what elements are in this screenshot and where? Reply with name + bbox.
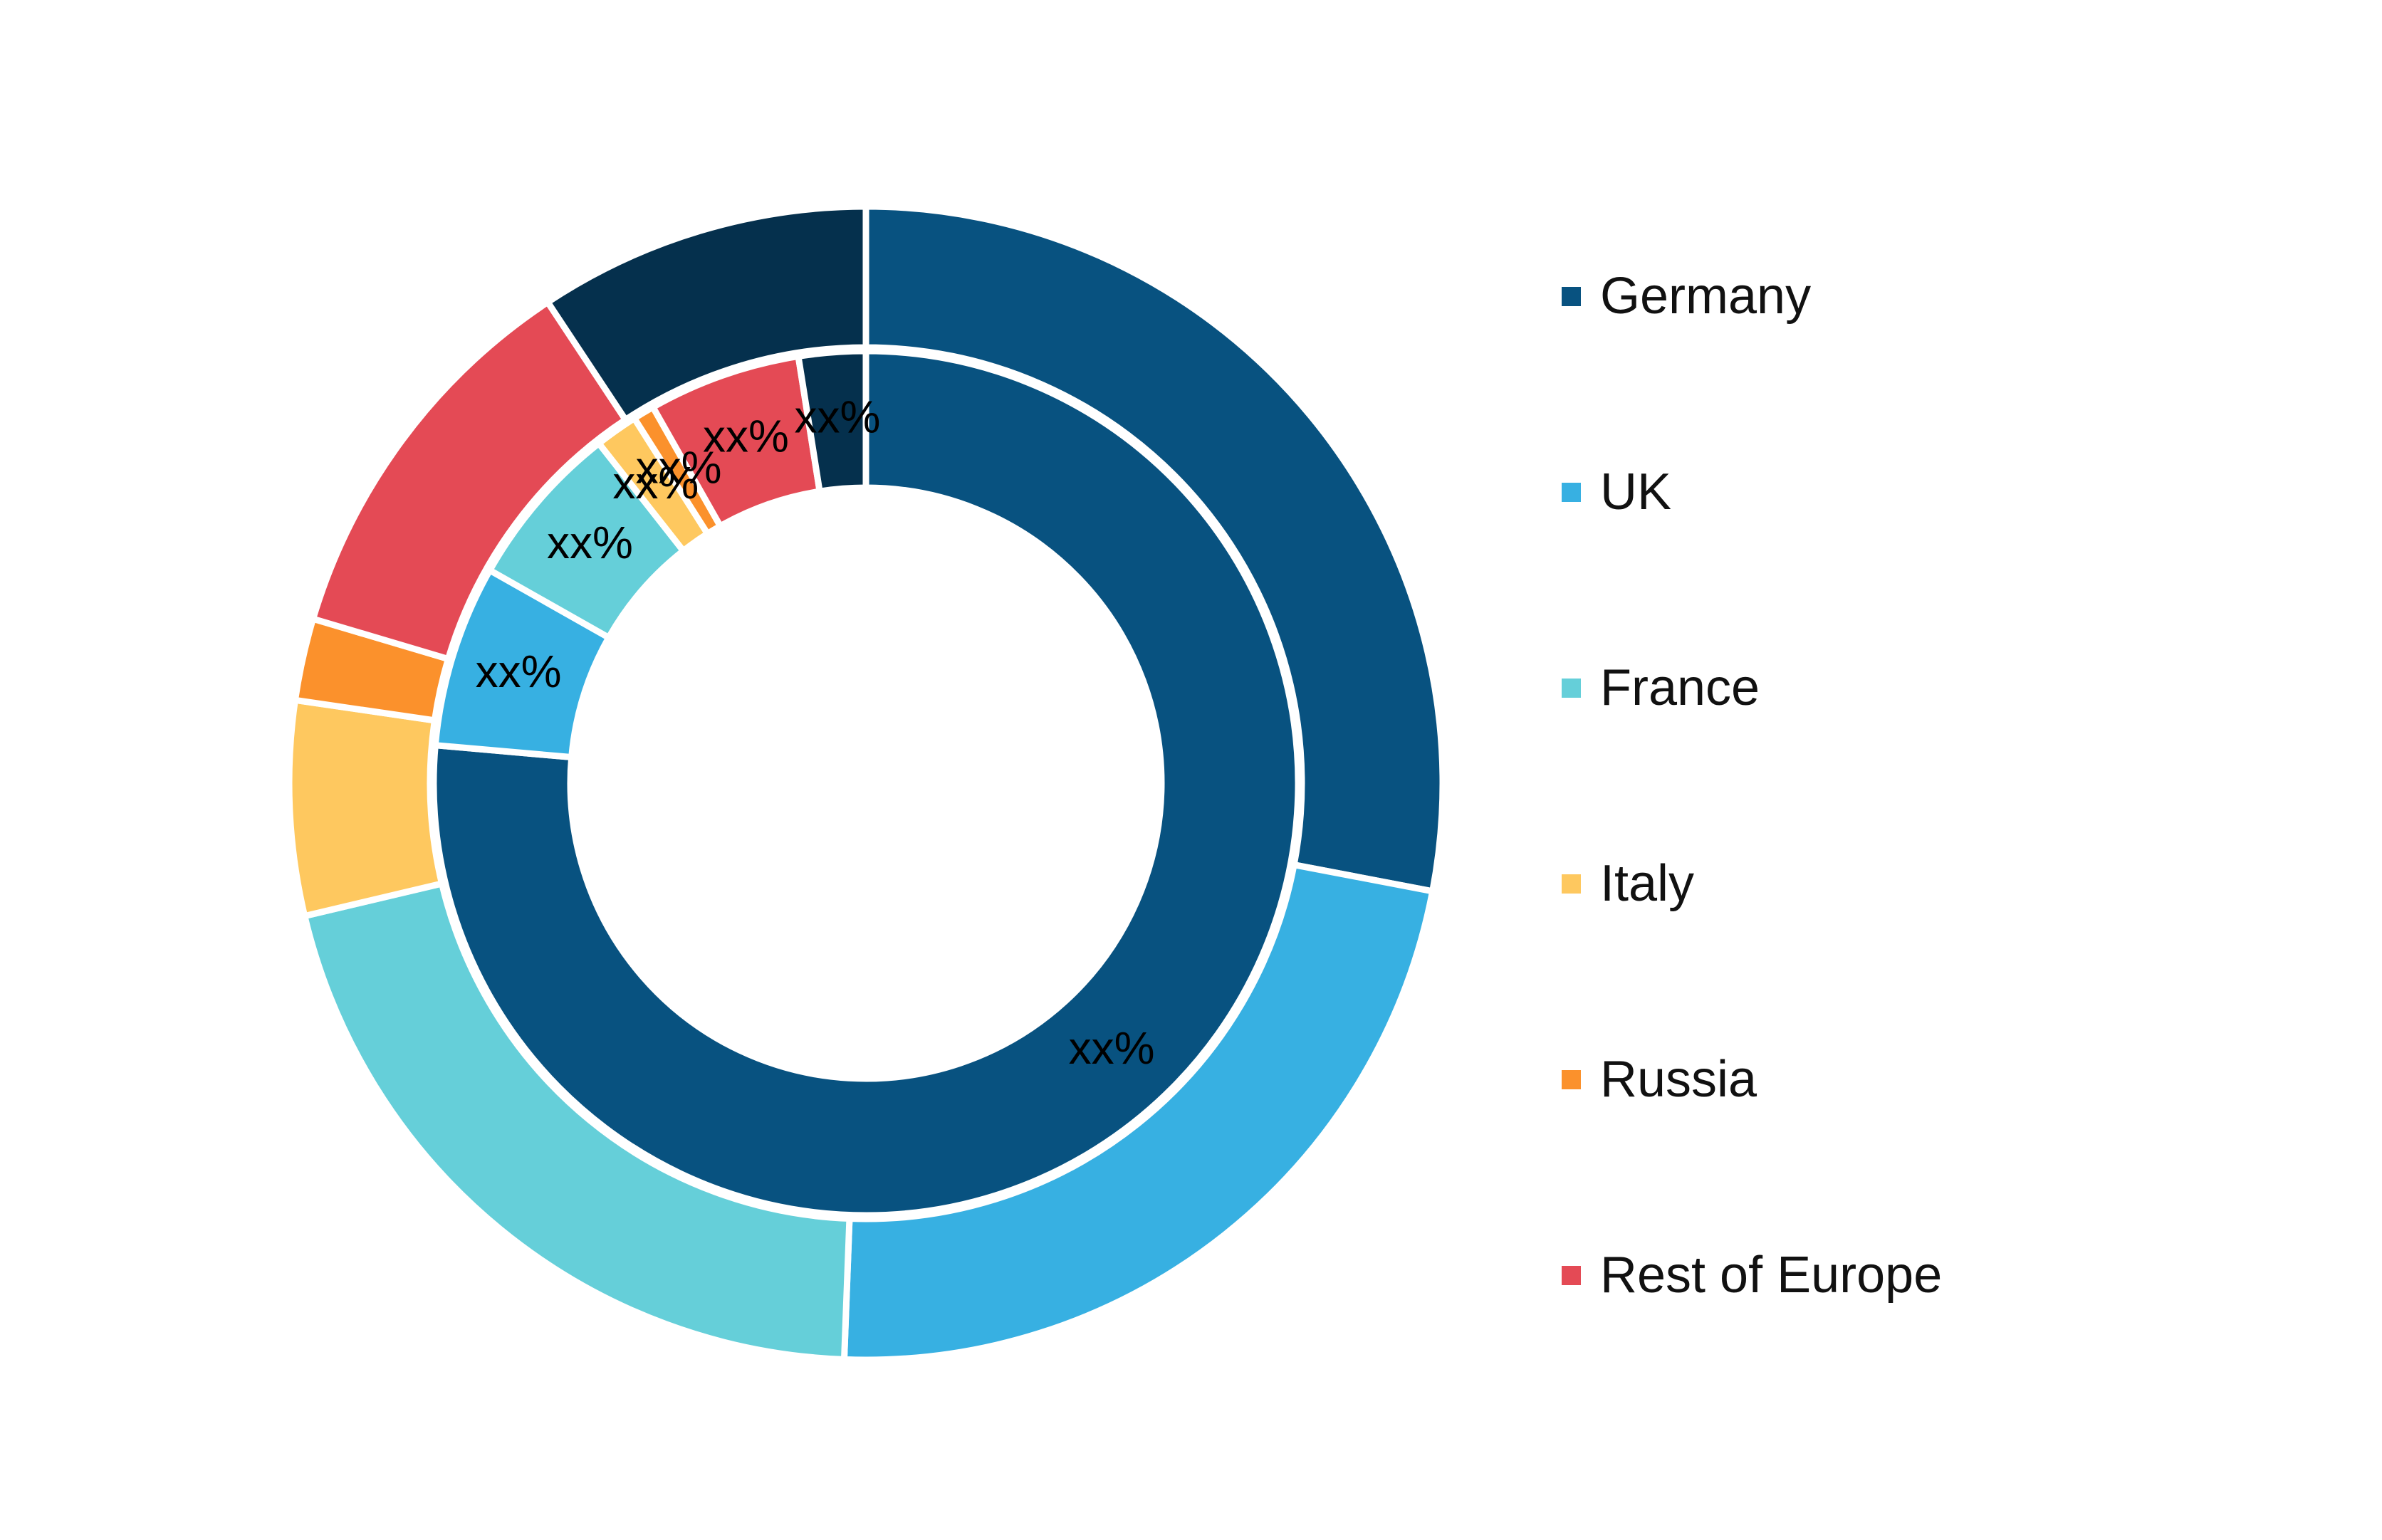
segment-labels: xx%xx%xx%xx%xx%xx% xx% [476,391,1155,1073]
inner-ring [430,347,1302,1219]
legend-item: Italy [1562,858,1694,909]
outer-segment-4 [286,696,446,921]
legend-label: Rest of Europe [1600,1247,1943,1304]
legend-label: UK [1600,463,1672,520]
segment-label-7: xx% [794,391,880,442]
legend-item: Rest of Europe [1562,1250,1942,1301]
legend-label: France [1600,659,1760,716]
legend-item: UK [1562,466,1671,518]
legend-label: Germany [1600,268,1812,325]
segment-label-4: xx% [612,457,699,508]
segment-label-1: xx% [1069,1022,1155,1074]
segment-label-3: xx% [547,517,633,568]
legend-label: Russia [1600,1051,1757,1108]
outer-ring [286,203,1446,1363]
inner-segment-1 [430,347,1302,1219]
legend-label: Italy [1600,855,1695,912]
legend-swatch [1562,1069,1581,1089]
legend-swatch [1562,482,1581,502]
legend-item: Germany [1562,271,1811,322]
legend-item: France [1562,662,1760,713]
segment-label-5: xx% [636,442,722,493]
legend-swatch [1562,1265,1581,1285]
legend-swatch [1562,286,1581,306]
outer-segment-3 [301,879,853,1363]
inner-segment-7 [794,347,869,496]
legend-swatch [1562,678,1581,698]
legend-item: Russia [1562,1054,1757,1105]
outer-segment-7 [543,203,869,424]
segment-label-2: xx% [476,646,562,697]
outer-segment-1 [862,203,1446,896]
segment-label-6: xx% [703,411,789,462]
outer-segment-2 [840,861,1436,1363]
legend-swatch [1562,874,1581,894]
